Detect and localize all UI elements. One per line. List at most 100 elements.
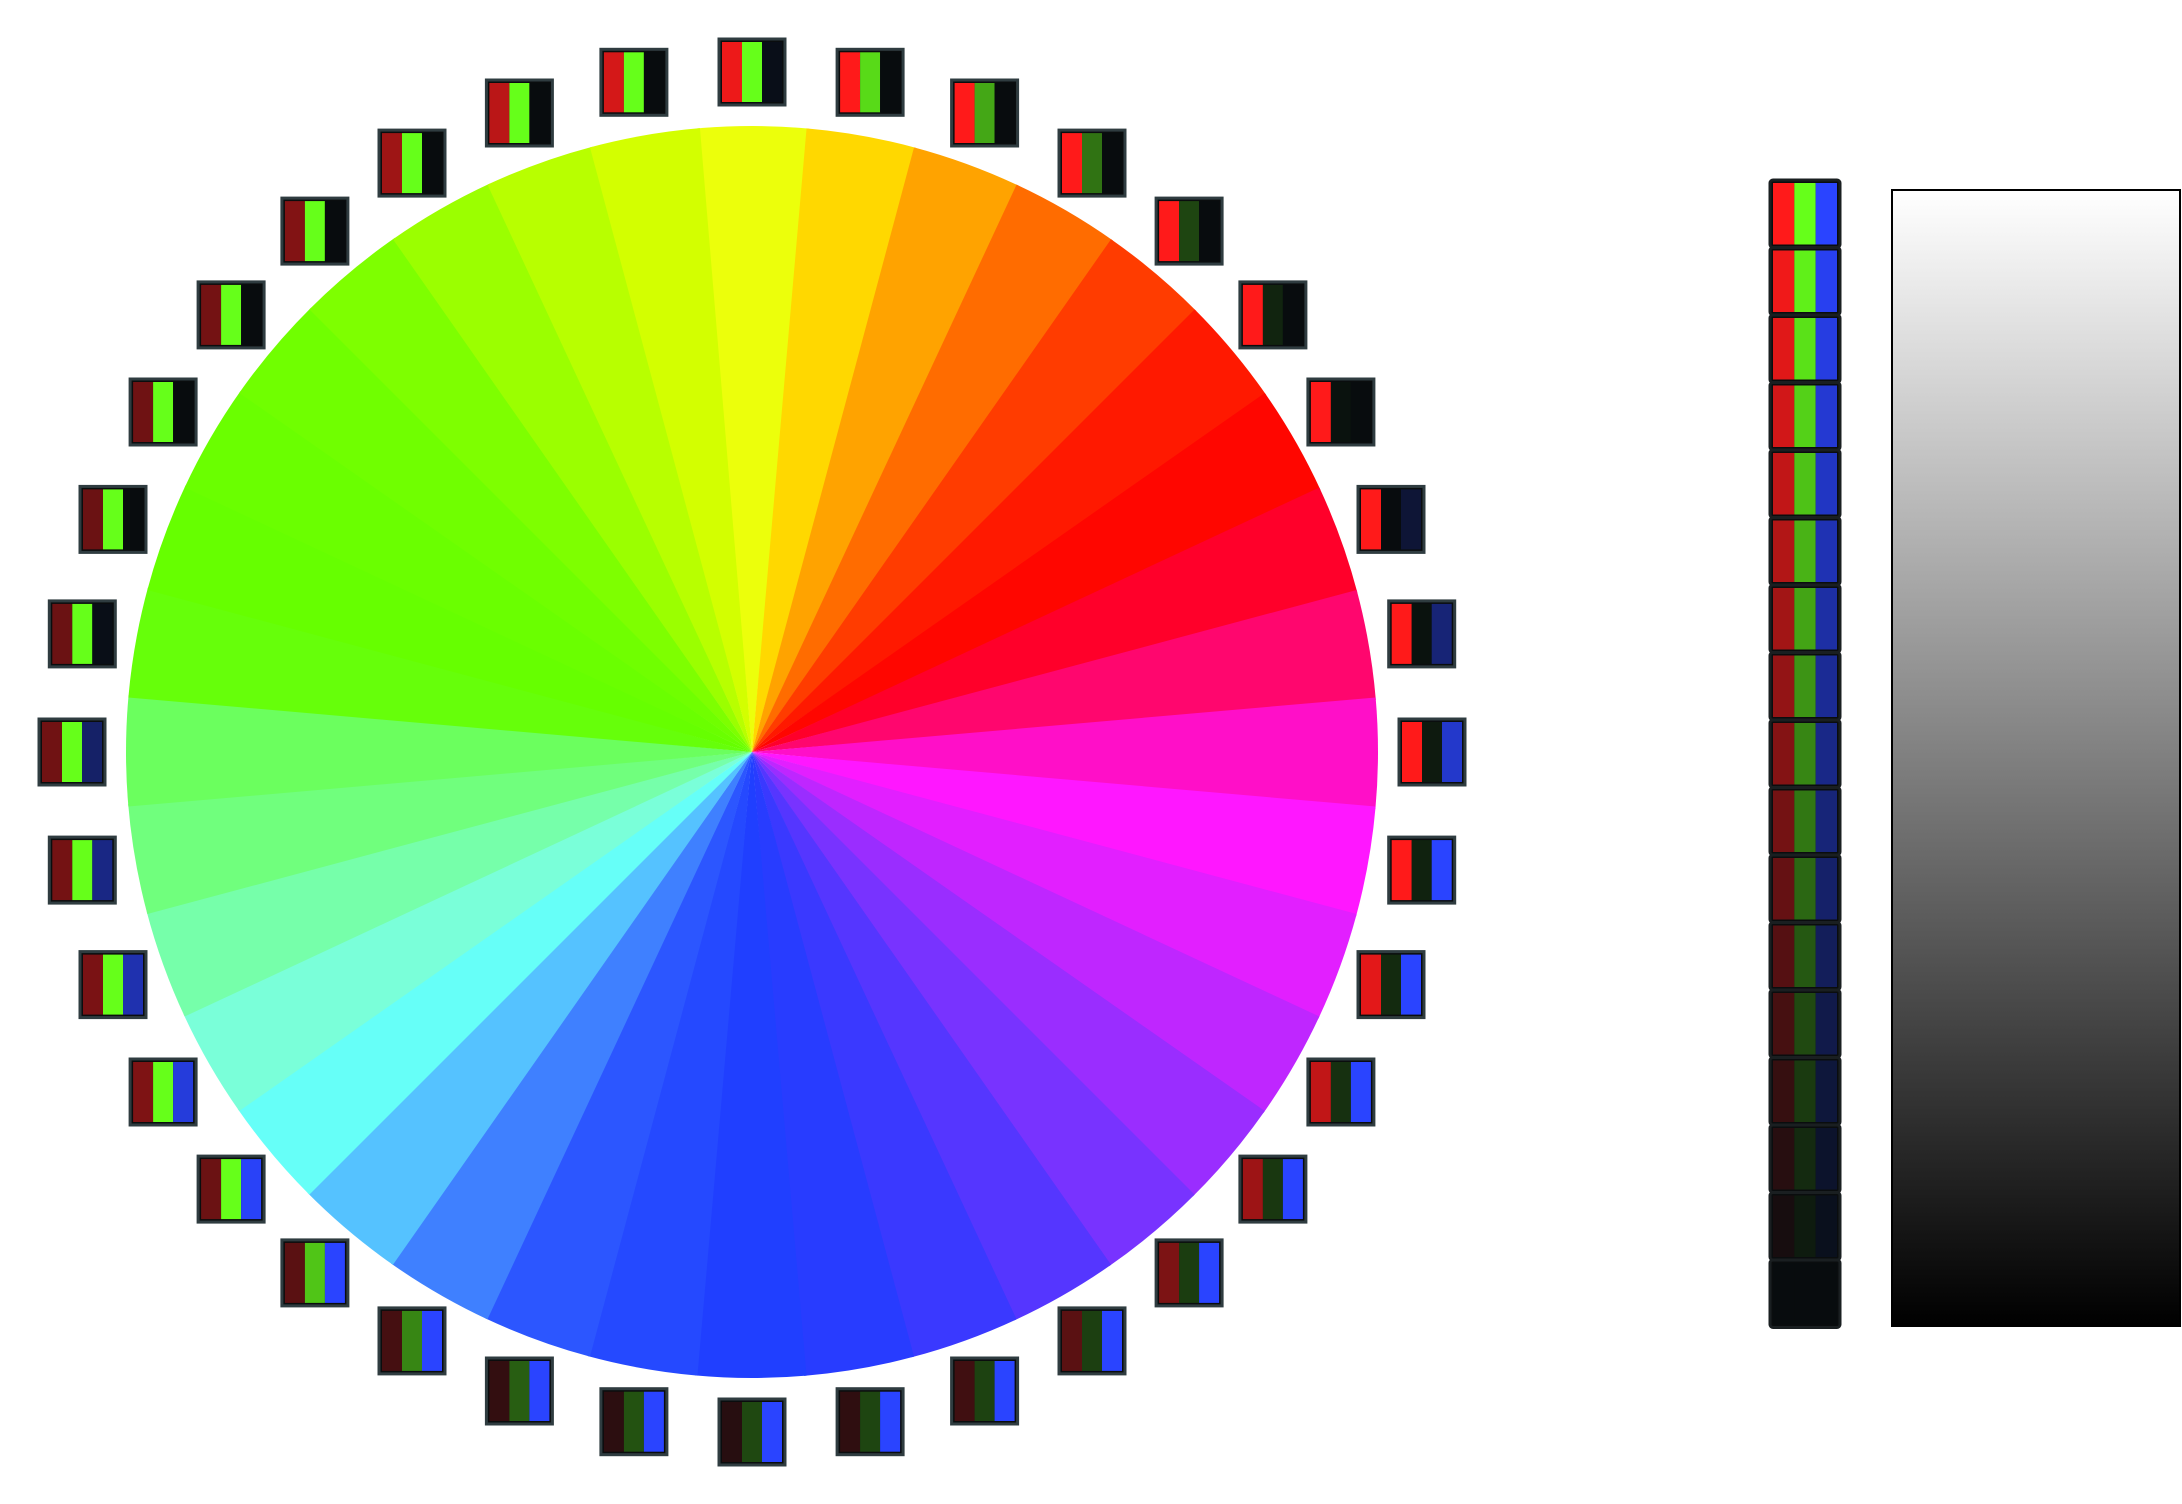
red-channel-bar [1159, 201, 1180, 262]
blue-channel-bar [529, 1361, 550, 1421]
red-channel-bar [1310, 1062, 1331, 1122]
rgb-swatch-2 [835, 47, 905, 117]
hue-segment-19 [694, 752, 807, 1378]
green-channel-bar [1381, 954, 1401, 1015]
hue-segment-8 [752, 487, 1358, 752]
red-channel-bar [1062, 1310, 1082, 1371]
hue-segment-26 [146, 752, 752, 1017]
rgb-swatch-20 [599, 1387, 669, 1457]
red-channel-bar [1242, 284, 1263, 345]
red-channel-bar [83, 489, 103, 550]
blue-channel-bar [82, 722, 102, 782]
blue-channel-bar [173, 1062, 194, 1122]
rgb-swatch-17 [950, 1356, 1020, 1426]
rgb-swatch-32 [196, 280, 266, 350]
red-channel-bar [954, 83, 975, 143]
grayscale-ramp [1891, 189, 2181, 1327]
rgb-swatch-9 [1387, 599, 1457, 669]
blue-channel-bar [1815, 790, 1837, 852]
blue-channel-bar [1815, 453, 1837, 515]
red-channel-bar [1310, 382, 1331, 442]
red-channel-bar [1773, 1195, 1795, 1257]
green-channel-bar [1794, 250, 1816, 312]
green-channel-bar [974, 83, 995, 143]
hue-segment-16 [752, 752, 1112, 1321]
hue-segment-28 [126, 694, 752, 807]
hue-segment-34 [392, 183, 752, 753]
red-channel-bar [840, 1391, 861, 1452]
green-channel-bar [62, 722, 82, 782]
green-channel-bar [1794, 385, 1816, 447]
hue-segment-1 [697, 126, 810, 752]
blue-channel-bar [324, 1242, 345, 1303]
red-channel-bar [1402, 722, 1422, 782]
green-channel-bar [221, 284, 242, 345]
rgb-swatch-10 [1397, 717, 1467, 787]
red-channel-bar [382, 1310, 402, 1371]
green-channel-bar [72, 840, 93, 901]
green-channel-bar [860, 1391, 881, 1452]
green-channel-bar [1411, 603, 1432, 664]
green-channel-bar [1330, 1062, 1351, 1122]
blue-channel-bar [1815, 318, 1837, 380]
hue-segment-12 [752, 752, 1357, 1019]
red-channel-bar [52, 840, 73, 901]
rgb-swatch-14 [1238, 1154, 1308, 1224]
hue-segment-30 [147, 485, 752, 752]
red-channel-bar [1773, 858, 1795, 920]
value-step-3 [1768, 313, 1842, 384]
blue-channel-bar [92, 840, 113, 901]
hue-segment-13 [752, 752, 1320, 1114]
red-channel-bar [1773, 993, 1795, 1055]
green-channel-bar [623, 1391, 644, 1452]
blue-channel-bar [1401, 954, 1421, 1015]
rgb-swatch-31 [128, 377, 198, 447]
blue-channel-bar [123, 489, 143, 550]
blue-channel-bar [1199, 201, 1220, 262]
red-channel-bar [201, 284, 222, 345]
hue-segment-31 [184, 390, 752, 752]
red-channel-bar [840, 52, 861, 113]
blue-channel-bar [1431, 603, 1452, 664]
rgb-swatch-22 [377, 1306, 447, 1376]
blue-channel-bar [422, 1310, 442, 1371]
red-channel-bar [1773, 1060, 1795, 1122]
hue-segment-11 [752, 752, 1376, 917]
red-channel-bar [722, 42, 742, 102]
green-channel-bar [509, 83, 530, 143]
value-step-2 [1768, 246, 1842, 317]
blue-channel-bar [1815, 723, 1837, 785]
rgb-swatch-34 [377, 128, 447, 198]
red-channel-bar [1773, 925, 1795, 987]
red-channel-bar [1773, 183, 1795, 245]
value-step-1 [1768, 178, 1842, 249]
blue-channel-bar [643, 52, 664, 113]
blue-channel-bar [1199, 1242, 1220, 1303]
red-channel-bar [1361, 954, 1381, 1015]
red-channel-bar [1391, 603, 1412, 664]
blue-channel-bar [1815, 1263, 1837, 1325]
hue-segment-6 [752, 309, 1267, 752]
red-channel-bar [201, 1159, 222, 1220]
blue-channel-bar [1815, 183, 1837, 245]
value-step-13 [1768, 988, 1842, 1059]
blue-channel-bar [994, 83, 1015, 143]
blue-channel-bar [1815, 925, 1837, 987]
blue-channel-bar [1815, 655, 1837, 717]
hue-wheel [126, 126, 1378, 1378]
value-step-12 [1768, 921, 1842, 992]
green-channel-bar [1082, 1310, 1102, 1371]
blue-channel-bar [1102, 133, 1122, 194]
green-channel-bar [1082, 133, 1102, 194]
red-channel-bar [1773, 250, 1795, 312]
green-channel-bar [1794, 588, 1816, 650]
green-channel-bar [1262, 284, 1283, 345]
rgb-swatch-16 [1057, 1306, 1127, 1376]
rgb-swatch-15 [1154, 1238, 1224, 1308]
value-step-15 [1768, 1123, 1842, 1194]
value-step-16 [1768, 1191, 1842, 1262]
blue-channel-bar [241, 1159, 262, 1220]
rgb-swatch-13 [1306, 1057, 1376, 1127]
rgb-swatch-7 [1306, 377, 1376, 447]
hue-segment-23 [307, 752, 752, 1265]
